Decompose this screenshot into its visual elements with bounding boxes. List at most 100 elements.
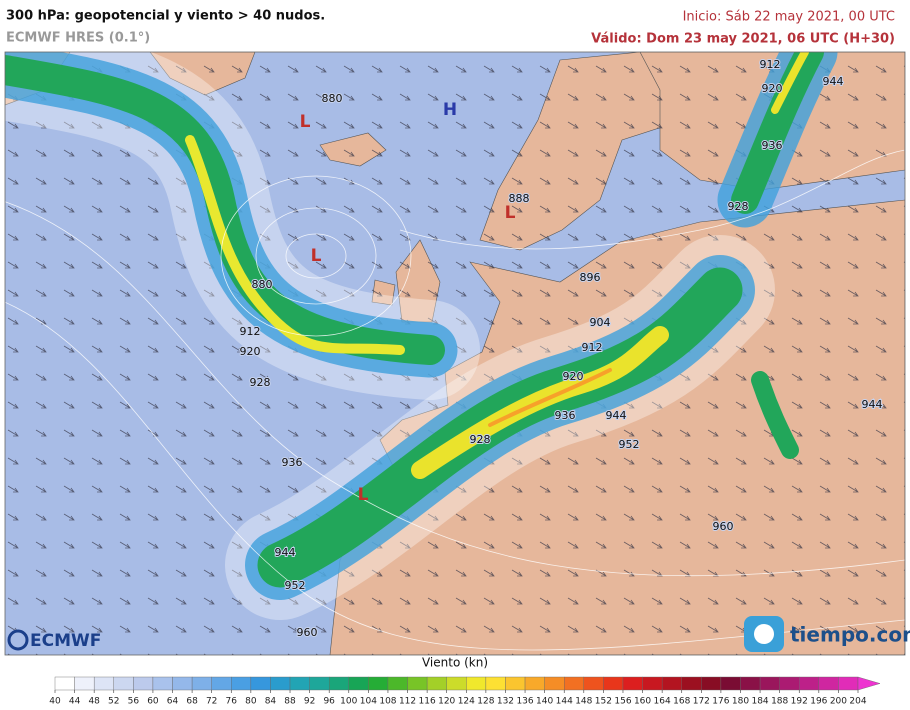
colorbar-swatch — [779, 676, 800, 691]
colorbar-swatch — [54, 676, 75, 691]
colorbar-tick-label: 56 — [128, 697, 140, 707]
title: 300 hPa: geopotencial y viento > 40 nudo… — [6, 9, 325, 24]
colorbar-tick-label: 60 — [147, 697, 159, 707]
colorbar-tick-label: 144 — [556, 697, 573, 707]
colorbar-tick-label: 180 — [732, 697, 749, 707]
colorbar-swatch — [701, 676, 722, 691]
pressure-center: L — [300, 112, 311, 132]
pressure-center: L — [358, 485, 369, 505]
colorbar-swatch — [799, 676, 820, 691]
contour-label: 960 — [713, 520, 734, 533]
colorbar-swatch — [74, 676, 95, 691]
pressure-center: H — [443, 100, 457, 120]
colorbar-swatch — [152, 676, 173, 691]
colorbar-tick-label: 116 — [419, 697, 436, 707]
colorbar-tick-label: 112 — [399, 697, 416, 707]
colorbar-swatch — [231, 676, 252, 691]
colorbar-swatch — [603, 676, 624, 691]
colorbar-swatch — [250, 676, 271, 691]
pressure-center: L — [311, 246, 322, 266]
colorbar-tick-label: 196 — [810, 697, 827, 707]
colorbar-tick-label: 176 — [712, 697, 729, 707]
colorbar-tick-label: 76 — [226, 697, 238, 707]
contour-label: 904 — [590, 316, 611, 329]
jet-streams — [5, 52, 838, 620]
colorbar-tick-label: 148 — [575, 697, 592, 707]
colorbar-swatch — [642, 676, 663, 691]
colorbar-swatch — [583, 676, 604, 691]
colorbar-tick-label: 40 — [49, 697, 61, 707]
colorbar-tick-label: 200 — [830, 697, 847, 707]
colorbar-tick-label: 96 — [323, 697, 335, 707]
colorbar-tick-label: 192 — [791, 697, 808, 707]
colorbar-tick-label: 132 — [497, 697, 514, 707]
colorbar-tick-label: 156 — [614, 697, 631, 707]
colorbar-tick-label: 68 — [186, 697, 198, 707]
contour-label: 944 — [862, 398, 883, 411]
contour-label: 952 — [619, 438, 640, 451]
colorbar-swatch — [740, 676, 761, 691]
colorbar-swatch — [720, 676, 741, 691]
colorbar-swatch — [446, 676, 467, 691]
contour-label: 920 — [762, 82, 783, 95]
colorbar-tick-label: 100 — [340, 697, 357, 707]
colorbar-tick-label: 44 — [69, 697, 81, 707]
colorbar-tick-label: 124 — [458, 697, 475, 707]
contour-label: 880 — [322, 92, 343, 105]
colorbar-swatch — [505, 676, 526, 691]
colorbar-swatch — [93, 676, 114, 691]
contour-label: 920 — [240, 345, 261, 358]
colorbar-swatch — [172, 676, 193, 691]
colorbar-tick-label: 108 — [379, 697, 396, 707]
colorbar-over — [857, 676, 881, 691]
colorbar-title: Viento (kn) — [422, 656, 488, 670]
pressure-center: L — [505, 203, 516, 223]
contour-label: 912 — [240, 325, 261, 338]
colorbar-swatch — [524, 676, 545, 691]
colorbar-tick-label: 104 — [360, 697, 377, 707]
colorbar-tick-label: 168 — [673, 697, 690, 707]
colorbar-swatch — [133, 676, 154, 691]
colorbar-swatch — [426, 676, 447, 691]
colorbar-tick-label: 72 — [206, 697, 217, 707]
colorbar-swatch — [289, 676, 310, 691]
contour-label: 952 — [285, 579, 306, 592]
colorbar-swatch — [211, 676, 232, 691]
contour-label: 928 — [728, 200, 749, 213]
colorbar-tick-label: 120 — [438, 697, 455, 707]
colorbar-tick-label: 84 — [265, 697, 277, 707]
contour-label: 928 — [250, 376, 271, 389]
logo-right: tiempo.com — [790, 623, 910, 647]
colorbar-tick-label: 160 — [634, 697, 651, 707]
contour-label: 944 — [606, 409, 627, 422]
contour-label: 936 — [282, 456, 303, 469]
contour-label: 944 — [275, 546, 296, 559]
colorbar-tick-label: 136 — [516, 697, 533, 707]
colorbar: 40 44 48 52 56 60 64 68 72 76 80 84 88 92 96 100 104 108 1… — [49, 676, 881, 707]
contour-label: 928 — [470, 433, 491, 446]
colorbar-tick-label: 64 — [167, 697, 179, 707]
colorbar-tick-label: 152 — [595, 697, 612, 707]
isohypses — [5, 149, 905, 651]
colorbar-tick-label: 204 — [849, 697, 866, 707]
colorbar-tick-label: 184 — [751, 697, 768, 707]
colorbar-swatch — [387, 676, 408, 691]
colorbar-tick-label: 140 — [536, 697, 553, 707]
colorbar-tick-label: 52 — [108, 697, 119, 707]
contour-label: 960 — [297, 626, 318, 639]
colorbar-tick-label: 48 — [88, 697, 100, 707]
colorbar-swatch — [661, 676, 682, 691]
colorbar-tick-label: 88 — [284, 697, 296, 707]
colorbar-swatch — [270, 676, 291, 691]
colorbar-tick-label: 188 — [771, 697, 788, 707]
model: ECMWF HRES (0.1°) — [6, 31, 150, 46]
colorbar-tick-label: 164 — [654, 697, 671, 707]
contour-label: 896 — [580, 271, 601, 284]
colorbar-swatch — [328, 676, 349, 691]
tiempo-logo: tiempo.com — [744, 616, 910, 652]
colorbar-swatch — [466, 676, 487, 691]
logo-left: ECMWF — [30, 631, 101, 651]
contour-label: 936 — [762, 139, 783, 152]
contour-label: 888 — [509, 192, 530, 205]
